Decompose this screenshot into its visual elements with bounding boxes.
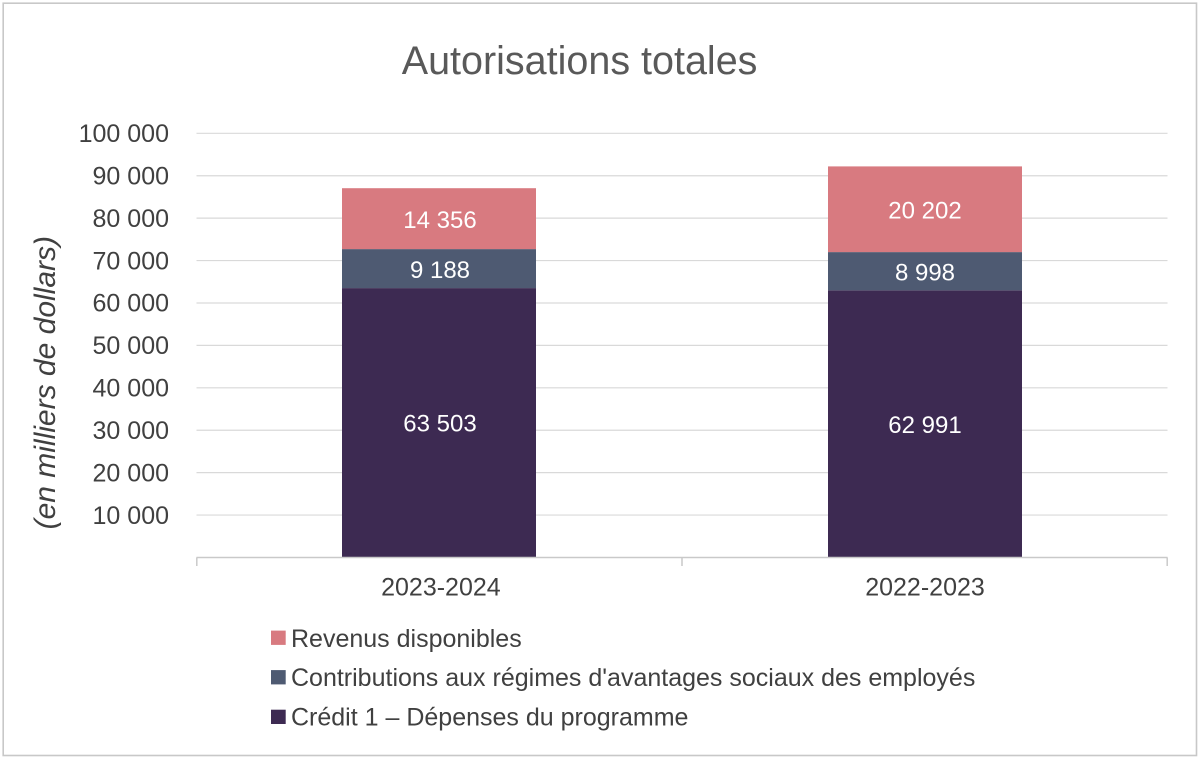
svg-text:30 000: 30 000 xyxy=(93,417,169,445)
svg-text:10 000: 10 000 xyxy=(93,502,169,530)
svg-text:2022-2023: 2022-2023 xyxy=(865,574,985,602)
svg-text:(en milliers de dollars): (en milliers de dollars) xyxy=(29,236,62,529)
svg-text:50 000: 50 000 xyxy=(93,332,169,360)
svg-text:14 356: 14 356 xyxy=(403,207,476,234)
svg-text:2023-2024: 2023-2024 xyxy=(381,574,501,602)
svg-text:9 188: 9 188 xyxy=(410,257,470,284)
svg-text:Revenus disponibles: Revenus disponibles xyxy=(291,625,522,653)
svg-text:60 000: 60 000 xyxy=(93,290,169,318)
svg-text:20 202: 20 202 xyxy=(888,198,961,225)
svg-text:Autorisations totales: Autorisations totales xyxy=(402,39,758,83)
svg-text:Crédit 1 – Dépenses du program: Crédit 1 – Dépenses du programme xyxy=(291,704,688,732)
svg-text:Contributions aux régimes d'av: Contributions aux régimes d'avantages so… xyxy=(291,664,975,692)
svg-text:70 000: 70 000 xyxy=(93,247,169,275)
svg-text:90 000: 90 000 xyxy=(93,162,169,190)
svg-text:40 000: 40 000 xyxy=(93,375,169,403)
svg-text:63 503: 63 503 xyxy=(403,411,476,438)
svg-text:20 000: 20 000 xyxy=(93,459,169,487)
svg-text:8 998: 8 998 xyxy=(895,260,955,287)
svg-text:80 000: 80 000 xyxy=(93,205,169,233)
svg-text:62 991: 62 991 xyxy=(888,412,961,439)
svg-text:100 000: 100 000 xyxy=(79,120,169,148)
